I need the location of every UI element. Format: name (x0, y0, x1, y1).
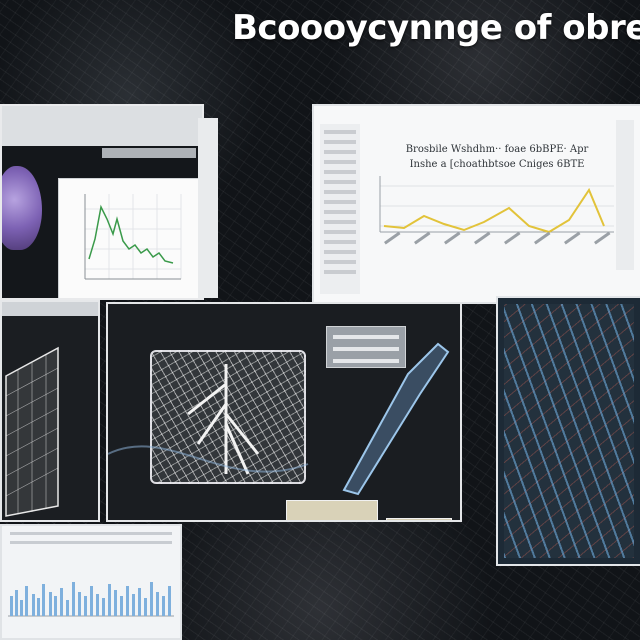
vessel-overlay-svg (108, 342, 450, 496)
brain-visualization-panel (0, 104, 204, 300)
vascular-network-panel (496, 296, 640, 566)
chart-right-rail (616, 120, 634, 270)
chart-sidebar (320, 124, 360, 294)
chart-title-line-1: Brosbile Wshdhm·· foae 6bBPE· Apr (405, 144, 589, 155)
panel-subheader-bar (102, 148, 196, 158)
panel-header-bar (2, 106, 202, 146)
purple-brain-image (2, 166, 42, 250)
blue-bar-chart-panel (0, 524, 182, 640)
green-line-chart (58, 178, 202, 298)
side-strip (198, 118, 218, 298)
lung-mesh-panel (106, 302, 462, 522)
yellow-line-svg (379, 176, 614, 245)
page-title: Bcoooycynnge of obrel (232, 8, 640, 48)
wireframe-panel-bar (2, 302, 98, 316)
vascular-network-image (504, 304, 634, 558)
blue-bar-svg (8, 582, 174, 617)
chart-title-line-2: Inshe a [choathbtsoe Cniges 6BTE (409, 159, 585, 170)
wireframe-svg (5, 346, 59, 517)
bar-chart-header-rows (2, 532, 180, 544)
green-series-line (88, 204, 174, 264)
thumbnail-specimen-2 (386, 518, 452, 520)
label-box (326, 326, 406, 368)
thumbnail-specimen-1 (286, 500, 378, 520)
green-line-svg (84, 194, 182, 280)
yellow-series-line (383, 187, 605, 234)
chart-title: Brosbile Wshdhm·· foae 6bBPE· Apr Inshe … (392, 142, 602, 172)
yellow-line-chart-panel: Brosbile Wshdhm·· foae 6bBPE· Apr Inshe … (312, 104, 640, 304)
wireframe-panel (0, 300, 100, 522)
